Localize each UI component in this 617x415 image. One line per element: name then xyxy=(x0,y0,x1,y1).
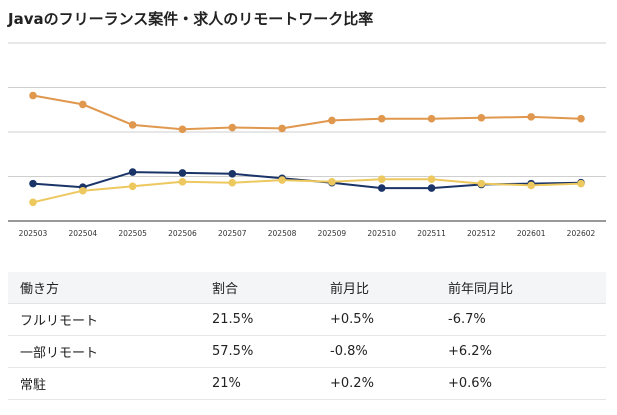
x-tick-label: 202504 xyxy=(68,229,97,238)
data-point xyxy=(377,175,386,183)
data-point xyxy=(328,116,336,125)
data-point xyxy=(278,124,286,133)
data-point xyxy=(29,198,37,207)
x-tick-label: 202602 xyxy=(567,229,596,238)
data-point xyxy=(477,113,486,122)
x-tick-label: 202505 xyxy=(118,229,147,238)
x-tick-label: 202511 xyxy=(417,229,446,238)
series-line xyxy=(32,178,582,204)
data-point xyxy=(377,114,386,123)
series-lines xyxy=(32,94,582,204)
data-point xyxy=(178,125,187,134)
table-header-row: 働き方 割合 前月比 前年同月比 xyxy=(8,272,606,304)
data-point xyxy=(128,168,137,176)
data-point xyxy=(128,182,137,191)
header-yoy: 前年同月比 xyxy=(436,272,606,304)
data-point xyxy=(527,113,535,121)
cell-yoy: +0.6% xyxy=(436,367,606,400)
data-point xyxy=(228,123,237,132)
data-point xyxy=(178,169,187,177)
line-chart: 202503 202504 202505 202506 202507 202508 2025… xyxy=(8,42,606,238)
header-work-style: 働き方 xyxy=(8,272,200,304)
data-point xyxy=(477,179,486,188)
cell-work-style: フルリモート xyxy=(8,303,200,336)
data-point xyxy=(577,114,585,123)
cell-mom: +0.2% xyxy=(318,367,436,400)
x-tick-label: 202509 xyxy=(318,229,347,238)
cell-ratio: 21% xyxy=(200,367,318,400)
series-line xyxy=(32,94,582,131)
x-tick-label: 202512 xyxy=(467,229,496,238)
table-row: フルリモート 21.5% +0.5% -6.7% xyxy=(8,303,606,336)
data-point xyxy=(178,178,187,186)
cell-mom: +0.5% xyxy=(318,303,436,336)
data-point xyxy=(427,184,436,192)
chart-title: Javaのフリーランス案件・求人のリモートワーク比率 xyxy=(8,10,374,28)
x-tick-label: 202601 xyxy=(517,229,546,238)
cell-work-style: 一部リモート xyxy=(8,335,200,368)
table-row: 常駐 21% +0.2% +0.6% xyxy=(8,367,606,400)
data-point xyxy=(377,184,386,192)
remote-ratio-table: 働き方 割合 前月比 前年同月比 フルリモート 21.5% +0.5% -6.7… xyxy=(8,272,606,400)
data-point xyxy=(228,178,237,187)
series-points xyxy=(29,91,585,207)
data-point xyxy=(527,181,535,190)
gridlines xyxy=(8,42,606,222)
data-point xyxy=(577,179,585,188)
data-point xyxy=(328,178,336,186)
x-tick-label: 202506 xyxy=(168,229,197,238)
x-tick-label: 202503 xyxy=(19,229,48,238)
x-tick-label: 202510 xyxy=(367,229,396,238)
data-point xyxy=(79,100,87,109)
table-row: 一部リモート 57.5% -0.8% +6.2% xyxy=(8,335,606,368)
data-point xyxy=(278,176,286,184)
data-point xyxy=(427,114,436,123)
data-point xyxy=(29,179,37,188)
x-tick-label: 202508 xyxy=(268,229,297,238)
cell-yoy: -6.7% xyxy=(436,303,606,336)
cell-mom: -0.8% xyxy=(318,335,436,368)
data-point xyxy=(228,170,237,178)
x-tick-labels: 202503 202504 202505 202506 202507 202508 2025… xyxy=(19,229,596,238)
data-point xyxy=(29,91,37,100)
cell-ratio: 21.5% xyxy=(200,303,318,336)
data-point xyxy=(427,175,436,183)
cell-ratio: 57.5% xyxy=(200,335,318,368)
cell-yoy: +6.2% xyxy=(436,335,606,368)
data-point xyxy=(79,186,87,195)
cell-work-style: 常駐 xyxy=(8,367,200,400)
header-mom: 前月比 xyxy=(318,272,436,304)
header-ratio: 割合 xyxy=(200,272,318,304)
data-point xyxy=(128,121,137,129)
x-tick-label: 202507 xyxy=(218,229,247,238)
